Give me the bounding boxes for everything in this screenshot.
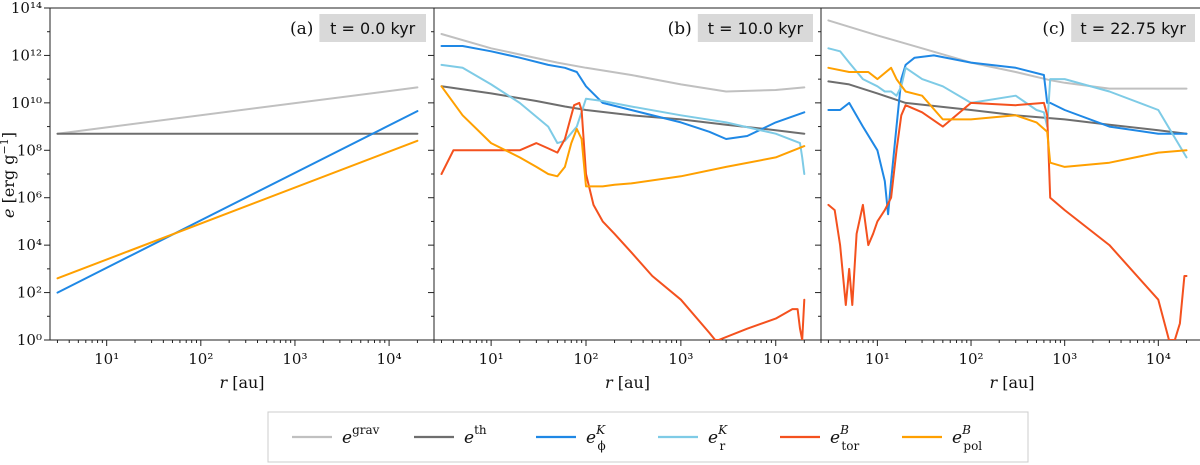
- y-ticks: [428, 7, 434, 341]
- y-tick-label: 10⁶: [17, 189, 42, 207]
- y-tick-label: 10⁴: [17, 236, 42, 254]
- series-line-ephi: [827, 54, 1188, 216]
- legend-label-grav: egrav: [342, 423, 380, 448]
- x-tick-label: 10¹: [479, 350, 504, 368]
- series-line-epol: [56, 139, 419, 280]
- x-tick-label: 10⁴: [377, 350, 402, 368]
- series-line-epol: [440, 85, 806, 188]
- y-tick-label: 10²: [17, 284, 42, 302]
- time-label: t = 10.0 kyr: [708, 19, 804, 38]
- time-label: t = 0.0 kyr: [330, 19, 416, 38]
- series-line-ephi: [56, 110, 419, 294]
- series-lines: [440, 33, 806, 340]
- time-label-box: [319, 14, 426, 42]
- series-line-th: [827, 80, 1188, 135]
- time-label-box: [1071, 14, 1195, 42]
- x-tick-label: 10³: [668, 350, 693, 368]
- legend-label-ephi: eK ϕ: [586, 423, 606, 453]
- y-tick-label: 10⁸: [17, 141, 42, 159]
- series-line-th: [440, 85, 806, 135]
- x-tick-label: 10¹: [94, 350, 119, 368]
- x-axis-title: r [au]: [219, 373, 264, 392]
- series-lines: [827, 19, 1188, 340]
- x-tick-label: 10³: [282, 350, 307, 368]
- series-line-etor: [827, 101, 1188, 340]
- x-ticks: [56, 340, 435, 346]
- y-axis-title: e [erg g−1]: [0, 132, 18, 218]
- y-ticks: [44, 7, 50, 341]
- time-label: t = 22.75 kyr: [1080, 19, 1186, 38]
- series-line-etor: [440, 101, 806, 340]
- x-axis-title: r [au]: [605, 373, 650, 392]
- x-tick-label: 10³: [1052, 350, 1077, 368]
- x-ticks: [827, 340, 1188, 346]
- y-tick-label: 10¹²: [11, 46, 42, 64]
- panel-label: (a): [290, 19, 313, 39]
- x-tick-label: 10¹: [865, 350, 890, 368]
- x-tick-label: 10²: [188, 350, 213, 368]
- legend-label-er: eK r: [708, 423, 728, 453]
- series-line-grav: [56, 86, 419, 135]
- x-tick-label: 10⁴: [763, 350, 788, 368]
- panel-label: (c): [1042, 19, 1065, 39]
- series-line-er: [827, 47, 1188, 159]
- legend: egrav eth eK ϕ eK r eB tor eB pol: [267, 411, 1029, 463]
- x-ticks: [441, 340, 822, 346]
- x-tick-label: 10⁴: [1146, 350, 1171, 368]
- axes-frame: [49, 7, 435, 341]
- x-tick-label: 10²: [958, 350, 983, 368]
- y-tick-label: 10¹⁰: [11, 94, 42, 112]
- y-ticks: [815, 7, 821, 341]
- legend-label-th: eth: [464, 423, 487, 448]
- panel-c: 10¹ 10² 10³ 10⁴ r [au] (c) t = 22.75 kyr: [815, 7, 1200, 392]
- legend-label-etor: eB tor: [830, 423, 859, 453]
- panel-a: 10¹ 10² 10³ 10⁴ 10⁰ 10² 10⁴ 10⁶ 10⁸ 10¹⁰ 10¹² 10¹⁴ r…: [11, 0, 435, 392]
- series-line-ephi: [440, 45, 806, 140]
- legend-label-epol: eB pol: [952, 423, 982, 453]
- x-axis-title: r [au]: [989, 373, 1034, 392]
- series-line-grav: [827, 19, 1188, 90]
- x-tick-label: 10²: [573, 350, 598, 368]
- panel-label: (b): [668, 19, 692, 39]
- y-tick-label: 10⁰: [17, 331, 42, 349]
- series-line-grav: [440, 33, 806, 93]
- series-lines: [56, 86, 419, 294]
- legend-box: [267, 411, 1029, 463]
- time-label-box: [697, 14, 813, 42]
- panel-b: 10¹ 10² 10³ 10⁴ r [au] (b) t = 10.0 kyr: [428, 7, 822, 392]
- axes-frame: [433, 7, 822, 341]
- axes-frame: [820, 7, 1200, 341]
- series-line-er: [440, 63, 806, 175]
- series-line-epol: [827, 66, 1188, 168]
- y-tick-label: 10¹⁴: [11, 0, 42, 17]
